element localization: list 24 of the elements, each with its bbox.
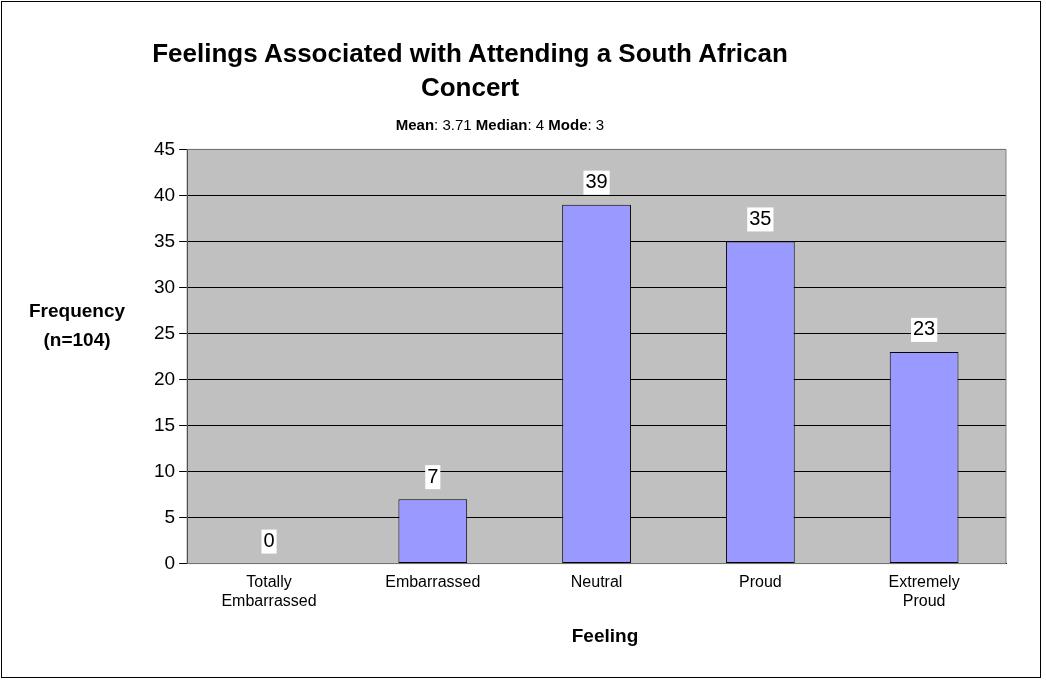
y-tick-label: 40 (153, 183, 176, 205)
chart-subtitle: Mean: 3.71 Median: 4 Mode: 3 (394, 116, 606, 133)
x-axis-title: Feeling (570, 625, 640, 647)
data-label: 35 (749, 206, 772, 229)
x-tick-label: Embarrassed (385, 572, 481, 590)
x-tick-label: Neutral (570, 572, 623, 590)
x-tick-label: Extremely Proud (888, 572, 960, 609)
chart-title: Feelings Associated with Attending a South African Concert (151, 37, 789, 104)
y-tick-label: 15 (153, 413, 176, 435)
y-tick-label: 25 (153, 321, 176, 343)
y-tick-label: 20 (153, 367, 176, 389)
data-label: 39 (585, 170, 608, 193)
y-axis-title: Frequency (n=104) (27, 299, 127, 352)
data-label: 23 (912, 317, 936, 340)
data-label: 0 (263, 529, 275, 552)
y-tick-label: 45 (153, 137, 176, 159)
y-tick-label: 5 (164, 505, 176, 527)
x-tick-label: Totally Embarrassed (221, 572, 317, 609)
y-tick-label: 30 (153, 275, 176, 297)
y-tick-label: 35 (153, 229, 176, 251)
x-tick-label: Proud (738, 572, 782, 590)
y-tick-label: 0 (164, 551, 176, 573)
y-tick-label: 10 (153, 459, 176, 481)
data-label: 7 (427, 464, 439, 487)
